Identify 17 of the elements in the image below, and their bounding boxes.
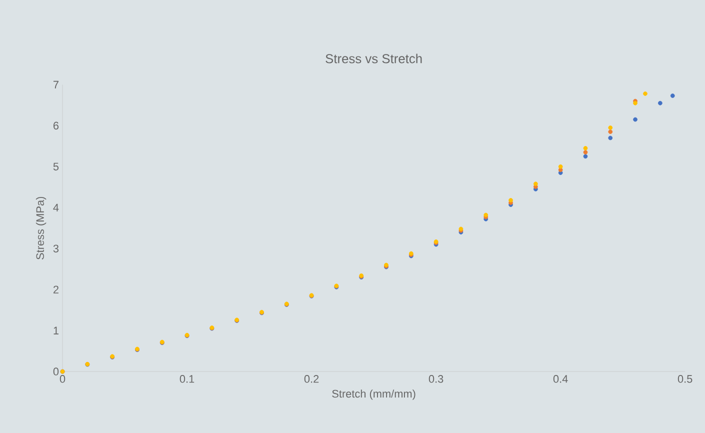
x-tick-label: 0 [60, 374, 66, 383]
y-tick-label: 7 [54, 80, 58, 88]
x-tick-label: 0.2 [304, 374, 319, 383]
y-tick-label: 2 [53, 286, 58, 294]
y-tick-label: 0 [53, 368, 59, 376]
x-tick-label: 0.4 [553, 374, 568, 383]
x-tick-label: 0.1 [180, 374, 194, 383]
x-tick-label: 0.3 [428, 374, 444, 383]
y-tick-label: 1 [54, 326, 58, 334]
y-tick-label: 6 [54, 122, 59, 130]
chart-title: Stress vs Stretch [326, 54, 422, 64]
y-tick-label: 3 [53, 244, 59, 252]
x-tick-label: 0.5 [678, 374, 692, 383]
y-tick-label: 4 [53, 204, 59, 212]
y-axis-title: Stress (MPa) [36, 196, 46, 260]
y-tick-label: 5 [53, 162, 59, 170]
x-axis-title: Stretch (mm/mm) [332, 389, 416, 400]
